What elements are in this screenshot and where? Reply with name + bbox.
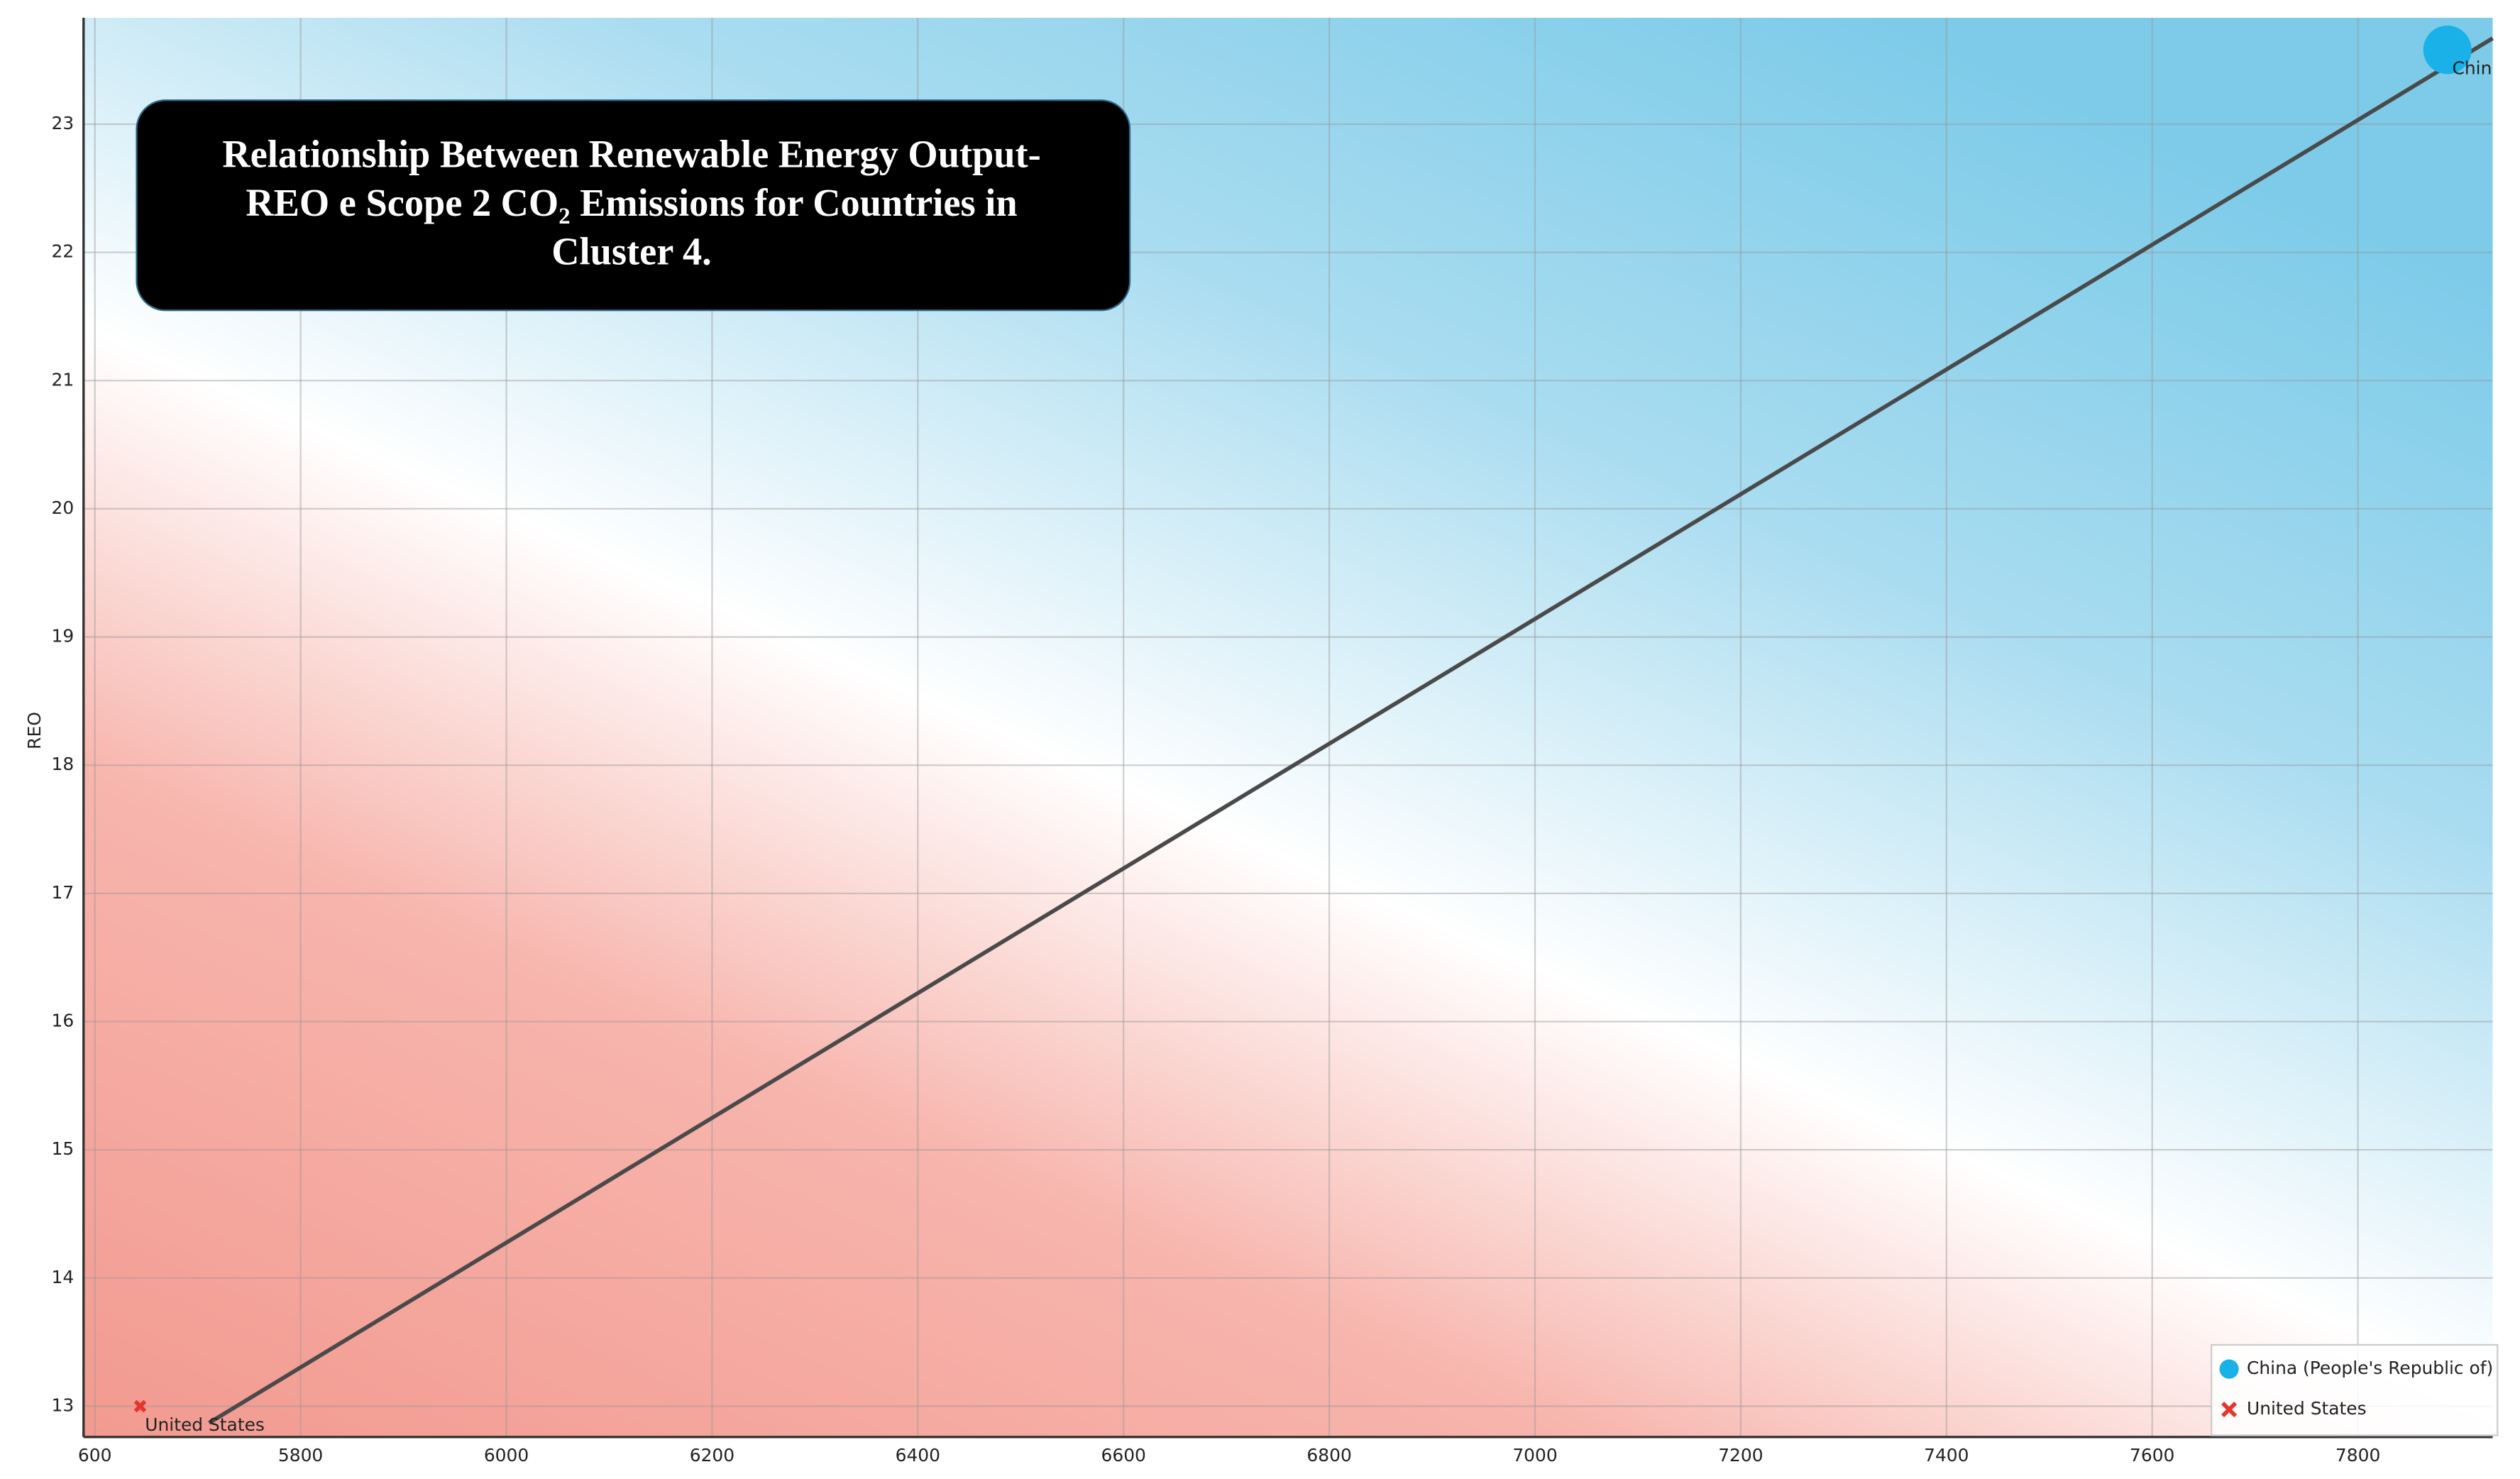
y-tick-label: 22 xyxy=(51,241,74,262)
trendline xyxy=(208,36,2494,1425)
chart-title: Cluster 4. xyxy=(551,229,711,273)
x-tick-label: 600 xyxy=(78,1445,112,1466)
y-tick-label: 23 xyxy=(51,113,74,133)
y-tick-label: 15 xyxy=(51,1138,74,1159)
x-tick-label: 7000 xyxy=(1512,1445,1557,1466)
y-tick-label: 16 xyxy=(51,1010,74,1030)
title-box xyxy=(136,99,1131,312)
point xyxy=(2423,26,2472,75)
legend-marker xyxy=(2219,1359,2239,1379)
y-tick-label: 18 xyxy=(51,754,74,774)
y-tick-label: 20 xyxy=(51,497,74,518)
point-label: Chin xyxy=(2453,58,2492,79)
x-tick-label: 6000 xyxy=(484,1445,529,1466)
y-tick-label: 17 xyxy=(51,882,74,903)
legend-marker xyxy=(2221,1401,2238,1418)
chart-title: Relationship Between Renewable Energy Ou… xyxy=(222,133,1040,176)
x-tick-label: 6600 xyxy=(1101,1445,1146,1466)
y-tick-label: 19 xyxy=(51,626,74,647)
x-tick-label: 6200 xyxy=(690,1445,734,1466)
y-tick-label: 21 xyxy=(51,369,74,390)
point-label: United States xyxy=(145,1414,265,1435)
x-tick-label: 5800 xyxy=(278,1445,323,1466)
legend-box xyxy=(2211,1343,2499,1436)
legend: China (People's Republic of) United State… xyxy=(2211,1343,2499,1436)
x-tick-label: 7600 xyxy=(2130,1445,2174,1466)
y-tick-label: 13 xyxy=(51,1395,74,1415)
y-tick-label: 14 xyxy=(51,1267,74,1287)
marks: Chin United States xyxy=(133,26,2494,1435)
x-tick-label: 6400 xyxy=(896,1445,940,1466)
point xyxy=(133,1400,147,1413)
x-tick-label: 7800 xyxy=(2335,1445,2380,1466)
x-tick-label: 7200 xyxy=(1718,1445,1763,1466)
y-axis-label: REO xyxy=(24,712,45,749)
legend-label: United States xyxy=(2247,1398,2367,1419)
x-tick-label: 7400 xyxy=(1924,1445,1969,1466)
legend-label: China (People's Republic of) xyxy=(2247,1358,2493,1378)
chart-title: REO e Scope 2 CO₂ Emissions for Countrie… xyxy=(246,181,1017,224)
x-tick-label: 6800 xyxy=(1306,1445,1351,1466)
